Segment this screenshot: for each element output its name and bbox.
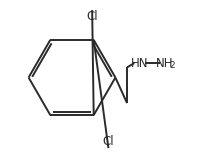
Text: Cl: Cl (103, 135, 114, 148)
Text: NH: NH (156, 57, 173, 70)
Text: 2: 2 (170, 61, 175, 70)
Text: HN: HN (131, 57, 148, 70)
Text: Cl: Cl (86, 10, 98, 23)
